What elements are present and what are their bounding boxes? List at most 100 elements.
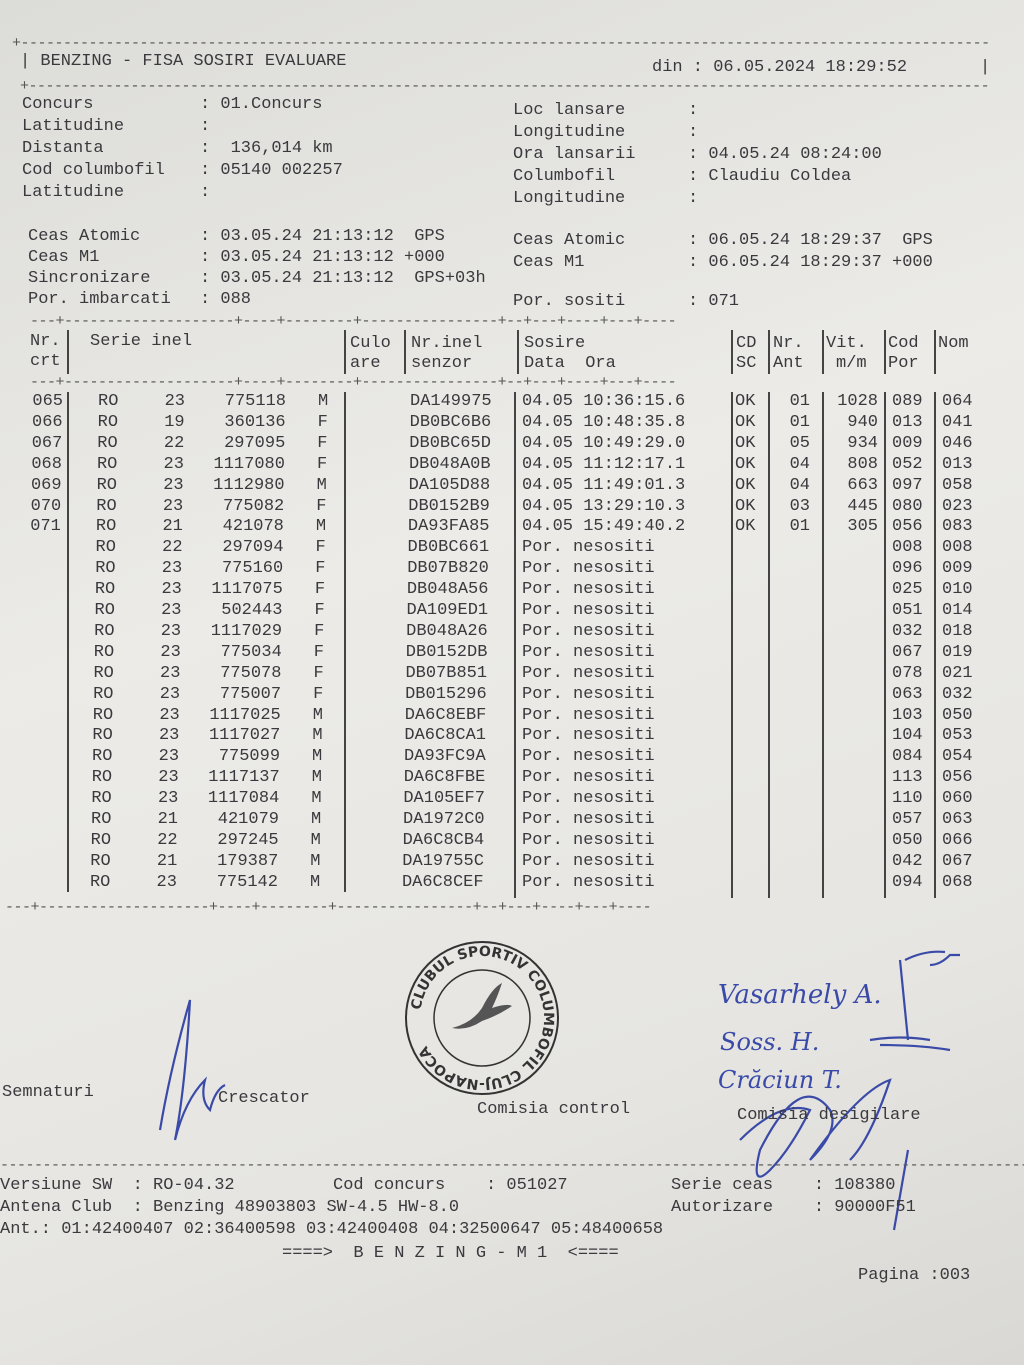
cell-ring-number: 775142 [216, 872, 278, 892]
cell-sensor-ring: DA109ED1 [406, 601, 489, 620]
cell-sex: F [314, 621, 325, 641]
cell-arrival: Por. nesositi [522, 684, 655, 704]
cell-cod-por: 067 [892, 642, 923, 662]
hdr-cd: CD [736, 334, 757, 353]
cell-nom: 019 [942, 642, 973, 662]
cell-cod-por: 104 [892, 726, 923, 746]
cell-nr-crt: 068 [31, 454, 62, 474]
field-value: : [200, 183, 211, 202]
cell-cod-por: 008 [892, 538, 923, 558]
cell-cod-por: 032 [892, 621, 923, 641]
cell-antenna: 01 [789, 517, 810, 537]
cell-country: RO [94, 580, 116, 600]
handwritten-signatures [158, 950, 960, 1231]
cell-arrival: Por. nesositi [522, 747, 655, 767]
cell-country: RO [93, 642, 115, 662]
cell-sensor-ring: DA6C8CA1 [404, 726, 487, 746]
cell-sensor-ring: DA6C8CB4 [402, 830, 485, 850]
table-row: RO 23 775099 M DA93FC9A Por. nesositi 084 054 [0, 747, 1024, 768]
hdr-culoare2: are [350, 354, 381, 373]
hdr-nr-ant: Nr. [773, 334, 804, 353]
cell-cod-por: 063 [892, 684, 923, 704]
report-title: | BENZING - FISA SOSIRI EVALUARE [20, 52, 347, 71]
hdr-nr: Nr. [30, 332, 61, 351]
cell-cd-sc: OK [735, 412, 756, 432]
cell-nom: 056 [942, 768, 973, 788]
cell-year: 23 [160, 621, 182, 641]
cell-antenna: 05 [789, 433, 810, 453]
cell-ring-number: 775034 [220, 642, 282, 662]
title-text: BENZING - FISA SOSIRI EVALUARE [40, 52, 347, 71]
cell-ring-number: 1117075 [211, 580, 283, 600]
cell-sex: M [315, 517, 327, 537]
cell-sex: F [317, 433, 328, 453]
cell-ring-number: 297094 [222, 538, 284, 558]
field-value: : 071 [688, 292, 740, 311]
cell-sex: F [317, 412, 328, 432]
field-value: : 088 [200, 290, 252, 309]
hdr-culoare: Culo [350, 334, 391, 353]
field-label: Sincronizare [28, 269, 151, 288]
cell-speed: 940 [847, 412, 878, 432]
cell-arrival: Por. nesositi [522, 872, 655, 892]
cell-country: RO [95, 517, 117, 537]
hdr-vit: Vit. [826, 334, 867, 353]
cell-sex: M [312, 747, 323, 767]
page-number: Pagina :003 [858, 1266, 971, 1285]
cell-year: 23 [164, 392, 185, 411]
cell-year: 23 [159, 705, 180, 725]
cell-sensor-ring: DB07B851 [405, 663, 488, 683]
cell-speed: 663 [847, 475, 878, 495]
cell-sensor-ring: DB048A26 [406, 621, 488, 641]
cell-cod-por: 089 [892, 392, 923, 411]
cell-sensor-ring: DB07B820 [407, 559, 489, 579]
hdr-por: Por [888, 354, 919, 373]
semnaturi-label: Semnaturi [2, 1083, 94, 1102]
cell-cod-por: 056 [892, 517, 923, 537]
hdr-nom: Nom [938, 334, 969, 353]
cell-year: 22 [162, 538, 183, 558]
cell-sex: M [311, 789, 322, 809]
cell-cod-por: 080 [892, 496, 923, 516]
cell-country: RO [95, 559, 116, 579]
field-label: Longitudine [513, 123, 626, 142]
field-label: Longitudine [513, 189, 626, 208]
cell-sensor-ring: DA149975 [410, 392, 492, 411]
autorizare: Autorizare : 90000F51 [671, 1198, 916, 1217]
field-value: : 136,014 km [200, 139, 333, 158]
cell-cod-por: 052 [892, 454, 923, 474]
field-label: Ceas M1 [28, 248, 100, 267]
hdr-data-ora: Data Ora [524, 354, 616, 373]
cell-country: RO [91, 768, 113, 788]
field-value: : [688, 189, 699, 208]
cell-ring-number: 297245 [217, 830, 279, 850]
cell-nom: 018 [942, 621, 973, 641]
cell-country: RO [91, 789, 112, 809]
field-value: : [688, 123, 699, 142]
cell-country: RO [93, 684, 114, 704]
cell-sex: F [316, 496, 327, 516]
cell-cod-por: 096 [892, 559, 923, 579]
cell-sex: M [311, 768, 322, 788]
cell-country: RO [94, 621, 115, 641]
cell-ring-number: 775118 [224, 392, 286, 411]
cell-nr-crt: 071 [30, 517, 61, 537]
field-value: : 06.05.24 18:29:37 GPS [688, 231, 933, 250]
cell-sensor-ring: DB015296 [405, 684, 487, 704]
cell-cd-sc: OK [735, 392, 756, 411]
cell-sensor-ring: DA93FC9A [404, 747, 486, 767]
cell-sex: F [314, 580, 326, 600]
hdr-senzor: Nr.inel [411, 334, 483, 353]
cell-nom: 064 [942, 392, 973, 411]
cell-country: RO [98, 392, 119, 411]
field-label: Ora lansarii [513, 145, 636, 164]
crescator-label: Crescator [218, 1089, 310, 1108]
table-row: RO 21 421079 M DA1972C0 Por. nesositi 057 063 [0, 810, 1024, 831]
cell-sex: F [313, 684, 324, 704]
cell-sex: F [315, 559, 326, 579]
cell-sex: M [310, 851, 321, 871]
footer-divider: ----------------------------------------… [0, 1160, 1024, 1172]
cell-ring-number: 1117137 [208, 768, 280, 788]
cell-antenna: 04 [789, 454, 810, 474]
field-label: Latitudine [22, 183, 125, 202]
